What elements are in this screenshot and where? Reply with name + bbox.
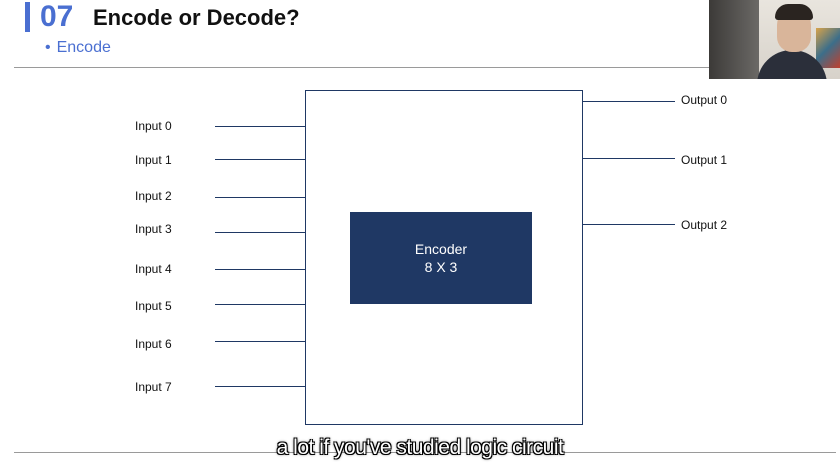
output-line-2 — [583, 224, 675, 225]
presenter-hair — [775, 4, 813, 20]
output-label-2: Output 2 — [681, 218, 728, 232]
input-label-1: Input 1 — [135, 153, 172, 167]
input-label-6: Input 6 — [135, 337, 172, 351]
input-line-1 — [215, 159, 305, 160]
input-line-2 — [215, 197, 305, 198]
webcam-background-shade — [709, 0, 759, 79]
input-line-4 — [215, 269, 305, 270]
input-line-7 — [215, 386, 305, 387]
footer-divider — [14, 452, 836, 453]
input-line-3 — [215, 232, 305, 233]
title-accent-bar — [25, 2, 30, 32]
encoder-block: Encoder 8 X 3 — [350, 212, 532, 304]
subtitle-text: Encode — [56, 39, 111, 56]
slide-subtitle: • Encode — [45, 38, 111, 58]
input-line-0 — [215, 126, 305, 127]
output-line-1 — [583, 158, 675, 159]
bullet-icon: • — [45, 39, 51, 56]
encoder-block-name: Encoder — [414, 241, 468, 257]
output-line-0 — [583, 101, 675, 102]
input-label-5: Input 5 — [135, 299, 172, 313]
input-line-6 — [215, 341, 305, 342]
output-label-1: Output 1 — [681, 153, 728, 167]
encoder-block-size: 8 X 3 — [424, 259, 458, 275]
input-line-5 — [215, 304, 305, 305]
input-label-2: Input 2 — [135, 189, 172, 203]
slide-number: 07 — [40, 0, 74, 33]
slide-title: Encode or Decode? — [93, 5, 300, 30]
header-divider — [14, 67, 836, 68]
webcam-video — [709, 0, 840, 79]
output-label-0: Output 0 — [681, 93, 728, 107]
input-label-3: Input 3 — [135, 222, 172, 236]
webcam-wall-art — [816, 28, 840, 68]
input-label-0: Input 0 — [135, 119, 172, 133]
video-caption: a lot if you've studied logic circuit — [276, 436, 564, 459]
input-label-4: Input 4 — [135, 262, 172, 276]
input-label-7: Input 7 — [135, 380, 172, 394]
